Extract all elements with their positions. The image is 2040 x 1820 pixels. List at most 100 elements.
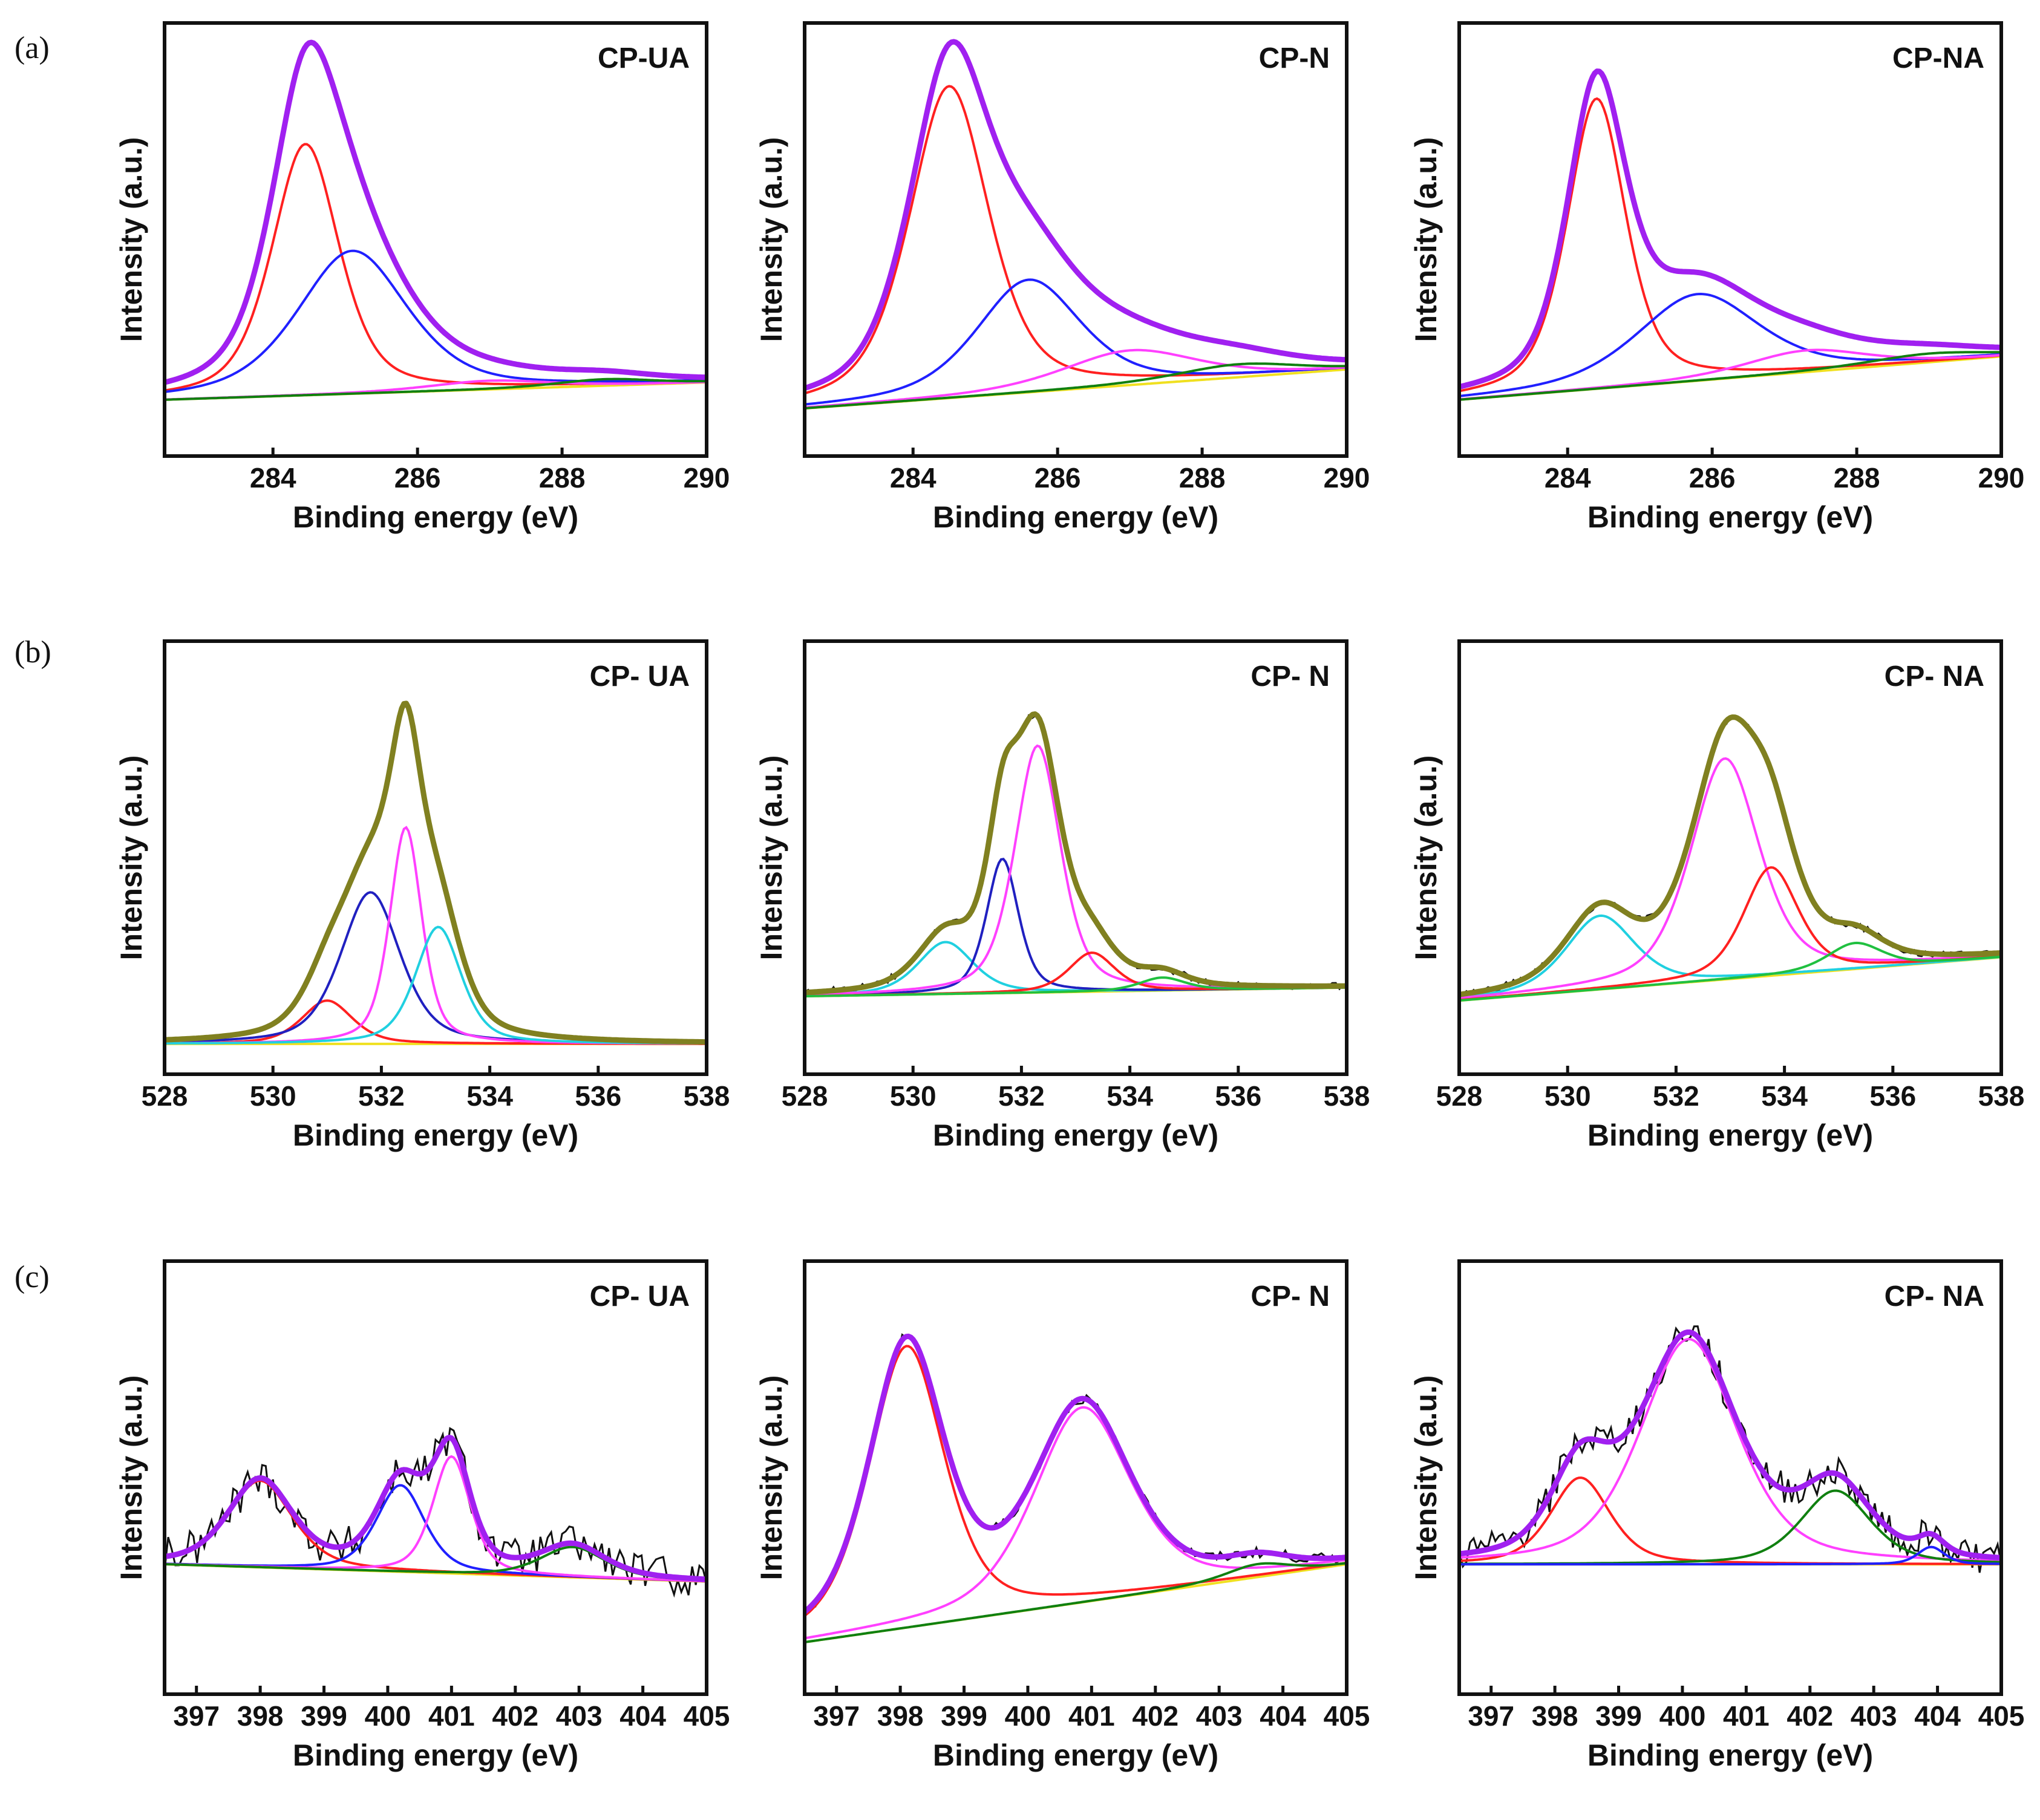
x-tick-label: 288 xyxy=(1834,462,1880,494)
fit-component-line xyxy=(806,362,1345,409)
fit-component-line xyxy=(1461,351,1999,401)
x-tick-label: 538 xyxy=(1324,1080,1370,1112)
x-tick-label: 534 xyxy=(466,1080,513,1112)
x-tick-label: 398 xyxy=(237,1700,284,1732)
panel-title: CP- UA xyxy=(590,660,690,693)
envelope-line xyxy=(1461,714,1999,997)
plot-area xyxy=(166,39,705,401)
x-tick-label: 538 xyxy=(684,1080,730,1112)
plot-area xyxy=(806,39,1345,410)
fit-component-line xyxy=(806,744,1345,996)
plot-area xyxy=(1461,68,1999,401)
x-tick-label: 404 xyxy=(1914,1700,1961,1732)
x-tick-label: 284 xyxy=(1545,462,1591,494)
row-label-a: (a) xyxy=(15,31,50,65)
y-axis-title: Intensity (a.u.) xyxy=(1409,755,1443,961)
x-axis-title: Binding energy (eV) xyxy=(933,500,1218,534)
raw-data-line xyxy=(1461,70,1999,388)
x-tick-label: 284 xyxy=(250,462,296,494)
xps-panel: 528 530 532 534 536 538 Binding energy (eV) Int… xyxy=(1409,639,2024,1152)
xps-panel: 284 286 288 290 Binding energy (eV) Intensity… xyxy=(114,21,730,534)
panel-title: CP- NA xyxy=(1885,660,1984,693)
y-axis-title: Intensity (a.u.) xyxy=(754,137,788,342)
x-tick-label: 534 xyxy=(1761,1080,1808,1112)
envelope-line xyxy=(166,39,705,385)
x-tick-label: 404 xyxy=(1260,1700,1306,1732)
x-tick-label: 532 xyxy=(1653,1080,1699,1112)
x-tick-label: 403 xyxy=(1196,1700,1243,1732)
x-tick-label: 404 xyxy=(620,1700,666,1732)
fit-component-line xyxy=(1461,914,1999,999)
x-tick-label: 397 xyxy=(1468,1700,1514,1732)
axis-frame xyxy=(803,1259,1349,1696)
plot-area xyxy=(806,711,1345,998)
x-tick-label: 401 xyxy=(1068,1700,1115,1732)
panels: 284 286 288 290 Binding energy (eV) Intensity… xyxy=(114,21,2025,1772)
x-axis-title: Binding energy (eV) xyxy=(1587,1118,1873,1152)
panel-title: CP-N xyxy=(1259,42,1330,74)
x-tick-label: 536 xyxy=(575,1080,621,1112)
y-axis-title: Intensity (a.u.) xyxy=(754,755,788,961)
panel-title: CP- UA xyxy=(590,1280,690,1313)
axis-frame xyxy=(1457,639,2003,1076)
axis-frame xyxy=(1457,1259,2003,1696)
x-tick-label: 402 xyxy=(492,1700,538,1732)
axis-frame xyxy=(163,21,708,458)
xps-panel: 397 398 399 400 401 402 403 404 405 Binding energ… xyxy=(114,1259,730,1772)
y-axis-title: Intensity (a.u.) xyxy=(114,137,148,342)
x-tick-label: 530 xyxy=(250,1080,296,1112)
x-axis-title: Binding energy (eV) xyxy=(1587,1738,1873,1772)
plot-area xyxy=(1461,1325,1999,1573)
x-tick-label: 400 xyxy=(1005,1700,1051,1732)
x-tick-label: 536 xyxy=(1869,1080,1916,1112)
raw-data-line xyxy=(806,714,1345,997)
axis-frame xyxy=(163,639,708,1076)
x-axis-title: Binding energy (eV) xyxy=(1587,500,1873,534)
panel-title: CP- N xyxy=(1250,660,1330,693)
x-tick-label: 398 xyxy=(1532,1700,1578,1732)
y-axis-title: Intensity (a.u.) xyxy=(114,1375,148,1580)
fit-component-line xyxy=(166,249,705,393)
y-axis-title: Intensity (a.u.) xyxy=(114,755,148,961)
x-tick-label: 288 xyxy=(1179,462,1226,494)
x-tick-label: 286 xyxy=(394,462,441,494)
xps-panel: 397 398 399 400 401 402 403 404 405 Binding energ… xyxy=(754,1259,1370,1772)
x-axis-title: Binding energy (eV) xyxy=(933,1118,1218,1152)
x-tick-label: 290 xyxy=(1324,462,1370,494)
xps-panel: 284 286 288 290 Binding energy (eV) Intensity… xyxy=(754,21,1370,534)
fit-component-line xyxy=(166,925,705,1045)
x-tick-label: 405 xyxy=(1324,1700,1370,1732)
x-tick-label: 530 xyxy=(1545,1080,1591,1112)
fit-component-line xyxy=(1461,97,1999,392)
fit-component-line xyxy=(806,348,1345,409)
xps-panel: 528 530 532 534 536 538 Binding energy (eV) Int… xyxy=(114,639,730,1152)
x-axis-title: Binding energy (eV) xyxy=(293,1118,578,1152)
x-tick-label: 398 xyxy=(877,1700,924,1732)
y-axis-title: Intensity (a.u.) xyxy=(1409,1375,1443,1580)
x-tick-label: 290 xyxy=(1978,462,2025,494)
x-tick-label: 286 xyxy=(1689,462,1736,494)
envelope-line xyxy=(806,1333,1345,1614)
x-axis-title: Binding energy (eV) xyxy=(293,1738,578,1772)
x-tick-label: 530 xyxy=(890,1080,937,1112)
x-tick-label: 403 xyxy=(556,1700,603,1732)
envelope-line xyxy=(806,711,1345,996)
x-tick-label: 399 xyxy=(941,1700,987,1732)
fit-component-line xyxy=(806,1406,1345,1639)
x-tick-label: 397 xyxy=(173,1700,220,1732)
x-tick-label: 286 xyxy=(1035,462,1081,494)
x-tick-label: 400 xyxy=(1659,1700,1706,1732)
fit-component-line xyxy=(1461,941,1999,1002)
x-axis-title: Binding energy (eV) xyxy=(293,500,578,534)
axis-frame xyxy=(803,21,1349,458)
plot-area xyxy=(806,1333,1345,1643)
x-tick-label: 400 xyxy=(365,1700,411,1732)
fit-component-line xyxy=(166,377,705,401)
plot-area xyxy=(1461,714,1999,1002)
fit-component-line xyxy=(806,1562,1345,1643)
row-label-b: (b) xyxy=(15,635,51,670)
fit-component-line xyxy=(166,143,705,392)
fit-component-line xyxy=(166,891,705,1045)
plot-area xyxy=(166,1427,705,1598)
